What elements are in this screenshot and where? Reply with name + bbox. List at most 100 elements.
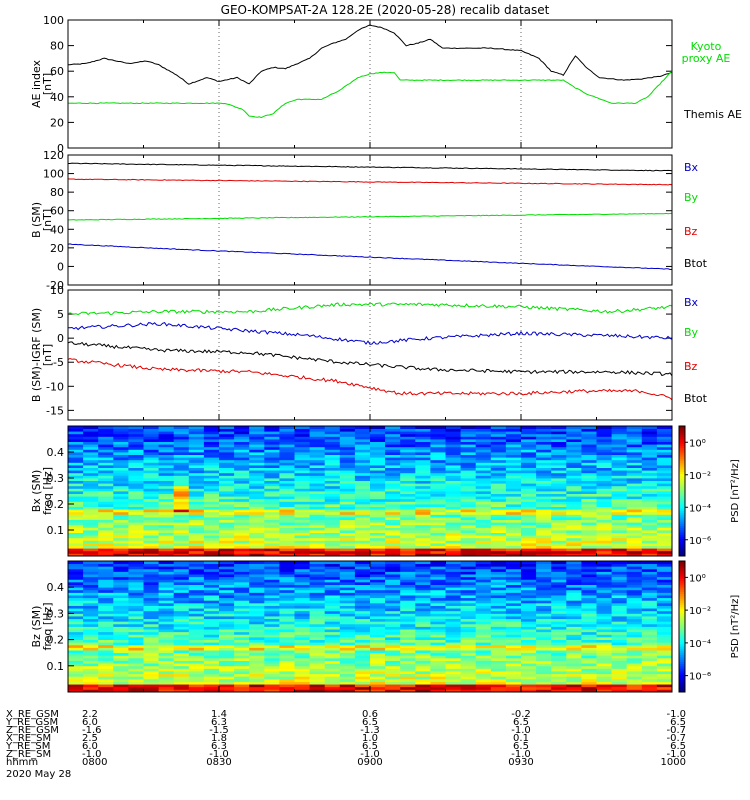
heatmap-cell xyxy=(521,493,537,497)
heatmap-cell xyxy=(626,584,643,588)
heatmap-cell xyxy=(536,467,552,471)
heatmap-cell xyxy=(68,597,84,601)
heatmap-cell xyxy=(143,571,159,575)
legend-bx: Bx xyxy=(684,161,699,174)
heatmap-cell xyxy=(339,491,356,494)
heatmap-cell xyxy=(128,452,144,455)
heatmap-cell xyxy=(83,428,99,432)
heatmap-cell xyxy=(249,686,265,690)
heatmap-cell xyxy=(309,663,326,667)
heatmap-cell xyxy=(339,483,356,487)
heatmap-cell xyxy=(370,671,386,675)
heatmap-cell xyxy=(234,689,250,693)
heatmap-cell xyxy=(294,537,310,541)
heatmap-cell xyxy=(113,444,129,448)
heatmap-cell xyxy=(475,532,492,536)
heatmap-cell xyxy=(400,597,416,601)
heatmap-cell xyxy=(264,686,280,690)
heatmap-cell xyxy=(98,563,114,567)
heatmap-cell xyxy=(309,530,326,533)
heatmap-cell xyxy=(611,446,628,450)
heatmap-cell xyxy=(551,530,567,533)
heatmap-cell xyxy=(98,605,114,609)
heatmap-cell xyxy=(415,498,431,502)
heatmap-cell xyxy=(339,467,356,471)
heatmap-cell xyxy=(324,681,341,685)
heatmap-cell xyxy=(445,623,461,627)
heatmap-cell xyxy=(400,686,416,690)
heatmap-cell xyxy=(641,465,658,468)
heatmap-cell xyxy=(354,681,371,685)
heatmap-cell xyxy=(641,589,658,593)
heatmap-cell xyxy=(173,571,190,575)
heatmap-cell xyxy=(83,597,99,601)
heatmap-cell xyxy=(596,636,612,640)
heatmap-cell xyxy=(596,540,612,544)
heatmap-cell xyxy=(430,587,446,591)
heatmap-cell xyxy=(234,623,250,627)
heatmap-cell xyxy=(294,441,310,445)
heatmap-cell xyxy=(354,535,371,539)
heatmap-cell xyxy=(641,657,658,661)
heatmap-cell xyxy=(641,506,658,510)
heatmap-cell xyxy=(460,475,477,479)
heatmap-cell xyxy=(430,592,446,596)
heatmap-cell xyxy=(324,647,341,651)
heatmap-cell xyxy=(294,642,310,646)
heatmap-cell xyxy=(445,498,461,502)
heatmap-cell xyxy=(219,665,235,669)
colorbar-segment xyxy=(679,512,685,516)
heatmap-cell xyxy=(158,663,175,667)
heatmap-cell xyxy=(460,501,477,505)
heatmap-cell xyxy=(385,660,401,664)
heatmap-cell xyxy=(143,668,159,672)
heatmap-cell xyxy=(249,517,265,520)
colorbar-segment xyxy=(679,667,685,671)
heatmap-cell xyxy=(294,626,310,630)
heatmap-cell xyxy=(264,626,280,630)
heatmap-cell xyxy=(596,501,612,505)
heatmap-cell xyxy=(536,642,552,646)
heatmap-cell xyxy=(279,483,295,487)
heatmap-cell xyxy=(173,496,190,500)
heatmap-cell xyxy=(234,668,250,672)
heatmap-cell xyxy=(475,488,492,492)
heatmap-cell xyxy=(83,650,99,654)
heatmap-cell xyxy=(143,574,159,578)
heatmap-cell xyxy=(475,610,492,614)
heatmap-cell xyxy=(128,639,144,643)
heatmap-cell xyxy=(536,496,552,500)
heatmap-cell xyxy=(324,530,341,533)
heatmap-cell xyxy=(249,600,265,604)
heatmap-cell xyxy=(143,589,159,593)
heatmap-cell xyxy=(279,671,295,675)
heatmap-cell xyxy=(566,524,582,528)
heatmap-cell xyxy=(445,446,461,450)
heatmap-cell xyxy=(98,655,114,659)
heatmap-cell xyxy=(611,472,628,476)
heatmap-cell xyxy=(400,592,416,596)
heatmap-cell xyxy=(475,550,492,554)
heatmap-cell xyxy=(551,587,567,591)
heatmap-cell xyxy=(536,506,552,510)
heatmap-cell xyxy=(430,504,446,507)
heatmap-cell xyxy=(264,616,280,620)
heatmap-cell xyxy=(400,540,416,544)
heatmap-cell xyxy=(234,433,250,437)
heatmap-cell xyxy=(219,491,235,494)
heatmap-cell xyxy=(521,597,537,601)
heatmap-cell xyxy=(264,668,280,672)
ephemeris-row-label: X_RE_GSM xyxy=(6,709,59,720)
heatmap-cell xyxy=(641,488,658,492)
heatmap-cell xyxy=(128,488,144,492)
heatmap-cell xyxy=(83,673,99,677)
heatmap-cell xyxy=(249,571,265,575)
heatmap-cell xyxy=(521,595,537,599)
heatmap-cell xyxy=(279,631,295,635)
heatmap-cell xyxy=(309,498,326,502)
heatmap-cell xyxy=(521,511,537,515)
heatmap-cell xyxy=(641,514,658,518)
heatmap-cell xyxy=(158,671,175,675)
heatmap-cell xyxy=(521,491,537,494)
heatmap-cell xyxy=(173,553,190,557)
